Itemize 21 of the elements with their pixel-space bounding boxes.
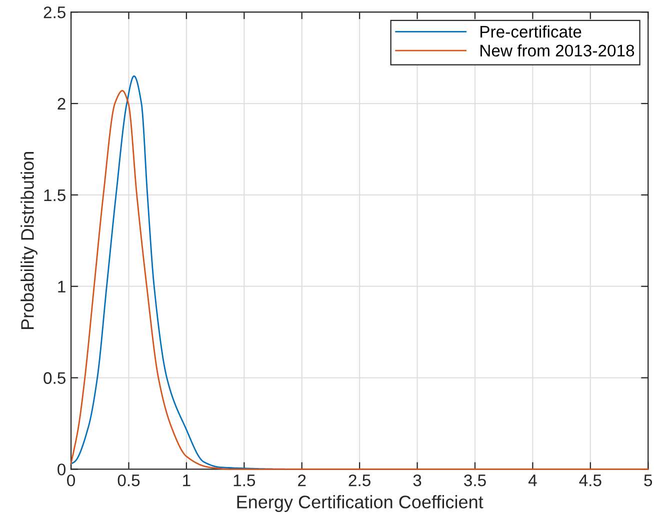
x-tick-label: 2 xyxy=(298,474,306,486)
x-tick-label: 5 xyxy=(644,474,652,486)
x-axis-title: Energy Certification Coefficient xyxy=(237,495,484,512)
legend-label: Pre-certificate xyxy=(480,25,582,38)
x-tick-label: 1 xyxy=(183,474,190,486)
x-tick-label: 4 xyxy=(528,474,537,486)
y-tick-label: 2 xyxy=(58,98,66,110)
x-tick-label: 0 xyxy=(67,474,76,486)
y-axis-title: Probability Distribution xyxy=(20,152,38,329)
x-tick-label: 3 xyxy=(413,474,422,486)
x-tick-label: 3.5 xyxy=(464,474,486,486)
x-tick-label: 1.5 xyxy=(234,474,256,486)
y-tick-label: 1.5 xyxy=(44,190,66,202)
y-tick-label: 1 xyxy=(58,280,66,292)
x-tick-label: 4.5 xyxy=(579,474,602,486)
y-tick-label: 2.5 xyxy=(44,6,66,18)
x-tick-label: 0.5 xyxy=(118,474,140,486)
legend-label: New from 2013-2018 xyxy=(480,44,634,57)
y-tick-label: 0.5 xyxy=(44,372,66,384)
y-tick-label: 0 xyxy=(58,464,66,476)
x-tick-label: 2.5 xyxy=(348,474,370,486)
